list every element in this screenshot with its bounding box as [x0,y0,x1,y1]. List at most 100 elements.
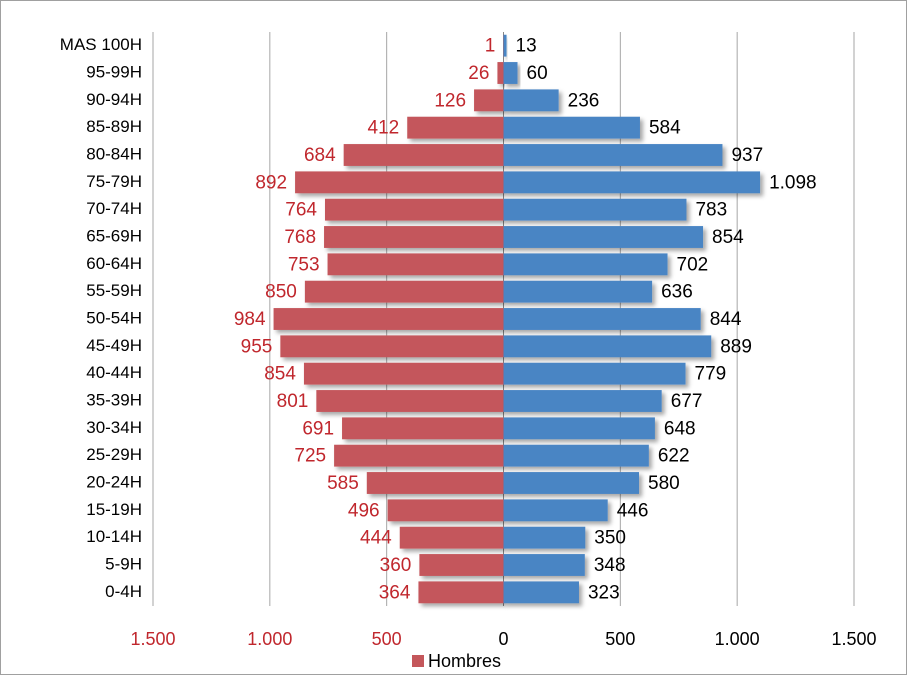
bar [366,472,504,494]
data-label: 350 [594,528,626,549]
data-label: 446 [617,500,649,521]
x-tick-label: 0 [498,629,508,649]
bar [316,390,504,412]
bar [324,226,504,248]
bar [387,499,504,522]
y-tick-label: 60-64H [86,254,142,273]
bar [503,499,608,522]
bar [418,581,504,604]
bar [503,335,712,358]
y-tick-label: 35-39H [86,390,142,409]
data-label: 844 [710,309,742,330]
data-label: 684 [304,145,336,166]
bar [503,226,704,248]
data-label: 854 [712,227,744,248]
data-label: 636 [661,282,693,303]
data-label: 764 [285,200,317,221]
bar [419,554,504,576]
bar [503,554,585,576]
data-label: 984 [234,309,266,330]
bar [497,62,504,84]
bar [474,89,504,112]
bar [303,362,504,385]
bar [327,253,504,276]
bar [334,444,504,467]
y-tick-label: 30-34H [86,418,142,437]
bar [280,335,504,358]
data-label: 937 [731,145,763,166]
data-label: 854 [264,364,296,385]
data-label: 60 [527,63,548,84]
bar [503,89,559,112]
data-label: 801 [277,391,309,412]
y-tick-label: 15-19H [86,500,142,519]
data-label: 496 [348,500,380,521]
data-label: 955 [241,336,273,357]
bar [503,417,655,440]
data-label: 648 [664,418,696,439]
data-label: 26 [468,63,489,84]
data-label: 348 [594,555,626,576]
legend-label: Hombres [428,651,501,671]
bar [295,171,504,194]
y-tick-label: 55-59H [86,281,142,300]
data-label: 779 [695,364,727,385]
data-label: 892 [255,172,287,193]
x-tick-label: 1.500 [130,629,175,649]
data-label: 13 [516,36,537,57]
data-label: 323 [588,582,620,603]
data-label: 622 [658,446,690,467]
y-tick-label: 85-89H [86,117,142,136]
y-tick-label: 45-49H [86,336,142,355]
bar [273,308,504,330]
data-label: 580 [648,473,680,494]
bar [503,171,761,194]
x-tick-label: 1.500 [831,629,876,649]
bar [503,308,701,330]
y-tick-label: 75-79H [86,172,142,191]
bar [503,581,579,604]
data-label: 702 [677,254,709,275]
bar [503,253,668,276]
data-label: 584 [649,118,681,139]
y-tick-label: MAS 100H [60,35,142,54]
y-tick-label: 95-99H [86,62,142,81]
data-label: 889 [720,336,752,357]
data-label: 677 [671,391,703,412]
bar [503,472,640,494]
bar [304,280,504,303]
data-label: 236 [568,90,600,111]
data-label: 850 [265,282,297,303]
bar [343,144,504,166]
y-tick-label: 80-84H [86,144,142,163]
bar [407,116,504,139]
bar [503,198,687,221]
legend-swatch [412,655,424,667]
bar [399,526,504,549]
bar [342,417,504,440]
bar [503,362,686,385]
data-label: 360 [380,555,412,576]
data-label: 126 [434,90,466,111]
bar [503,62,518,84]
y-tick-label: 50-54H [86,308,142,327]
bar [503,144,723,166]
y-tick-label: 40-44H [86,363,142,382]
bar [503,444,649,467]
y-tick-label: 90-94H [86,90,142,109]
data-label: 783 [695,200,727,221]
x-tick-label: 500 [605,629,635,649]
x-tick-label: 1.000 [715,629,760,649]
data-label: 412 [368,118,400,139]
bar [503,526,586,549]
y-tick-label: 25-29H [86,445,142,464]
y-tick-label: 0-4H [105,582,142,601]
bar [503,390,662,412]
y-tick-label: 65-69H [86,226,142,245]
bar [503,280,653,303]
x-tick-label: 1.000 [247,629,292,649]
data-label: 444 [360,528,392,549]
data-label: 585 [327,473,359,494]
data-label: 753 [288,254,320,275]
data-label: 1 [485,36,496,57]
